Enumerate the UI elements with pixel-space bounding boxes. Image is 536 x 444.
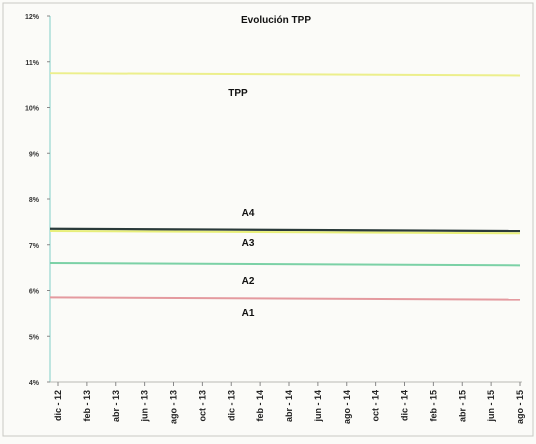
y-tick-label: 11% bbox=[25, 60, 39, 67]
chart-frame bbox=[2, 2, 534, 437]
x-tick-label: oct - 14 bbox=[371, 390, 381, 422]
x-tick-label: ago - 14 bbox=[342, 390, 352, 424]
x-tick-label: jun - 15 bbox=[486, 390, 496, 423]
y-tick-label: 6% bbox=[29, 289, 40, 296]
y-tick-label: 4% bbox=[29, 380, 40, 387]
x-tick-label: feb - 14 bbox=[255, 390, 265, 422]
series-line-tpp bbox=[49, 72, 521, 77]
y-tick-label: 8% bbox=[29, 197, 40, 204]
x-tick-label: jun - 14 bbox=[313, 390, 323, 423]
series-label-tpp: TPP bbox=[228, 88, 248, 99]
series-label-a1: A1 bbox=[242, 308, 255, 319]
y-tick-label: 7% bbox=[29, 243, 40, 250]
x-tick-label: ago - 13 bbox=[169, 390, 179, 424]
y-tick-label: 5% bbox=[29, 334, 40, 341]
x-tick-label: oct - 13 bbox=[197, 390, 207, 422]
x-tick-label: dic - 12 bbox=[53, 390, 63, 421]
series-label-a4: A4 bbox=[242, 208, 255, 219]
y-tick-label: 10% bbox=[25, 106, 40, 113]
series-line-a4 bbox=[49, 227, 521, 233]
x-tick-label: dic - 14 bbox=[400, 390, 410, 421]
chart-title: Evolución TPP bbox=[241, 15, 311, 26]
series-line-a1 bbox=[49, 296, 521, 301]
series-line-a3 bbox=[49, 230, 521, 235]
x-tick-label: abr - 13 bbox=[111, 390, 121, 422]
series-label-a2: A2 bbox=[242, 276, 255, 287]
x-tick-label: dic - 13 bbox=[226, 390, 236, 421]
x-tick-label: feb - 15 bbox=[428, 390, 438, 422]
x-tick-label: feb - 13 bbox=[82, 390, 92, 422]
y-tick-label: 9% bbox=[29, 151, 40, 158]
series-label-a3: A3 bbox=[242, 238, 255, 249]
series-line-a2 bbox=[49, 262, 521, 267]
x-tick-label: abr - 15 bbox=[457, 390, 467, 422]
x-tick-label: jun - 13 bbox=[140, 390, 150, 423]
y-tick-label: 12% bbox=[25, 14, 40, 21]
x-tick-label: ago - 15 bbox=[515, 390, 525, 424]
x-tick-label: abr - 14 bbox=[284, 390, 294, 422]
